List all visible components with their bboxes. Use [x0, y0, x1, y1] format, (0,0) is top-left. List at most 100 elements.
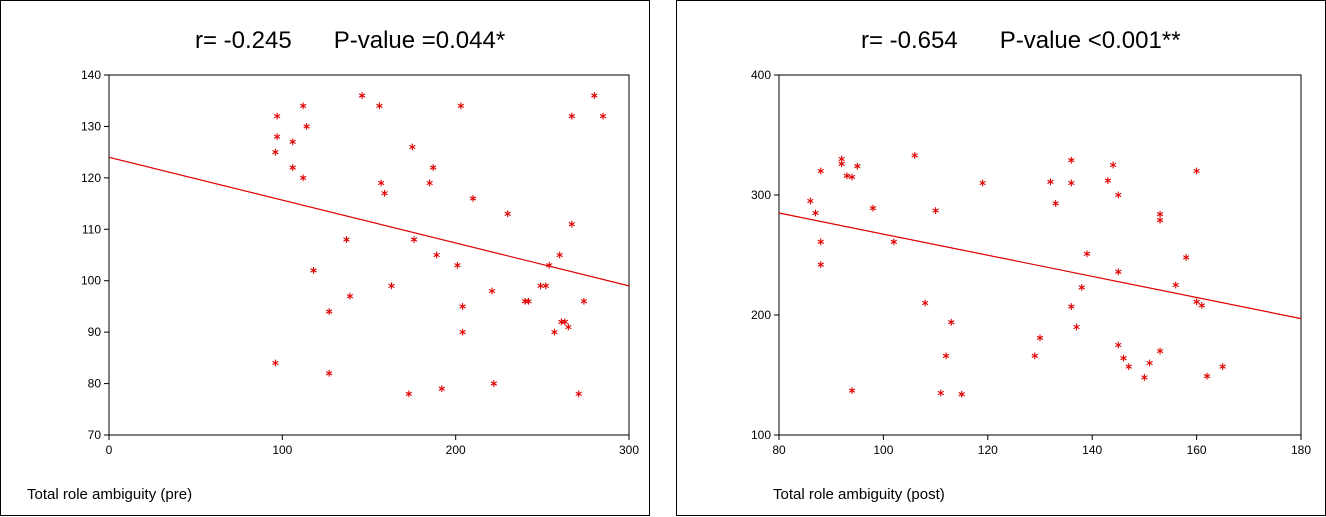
data-point: [1146, 359, 1153, 367]
data-point: [1068, 156, 1075, 164]
y-tick-label: 100: [751, 428, 771, 442]
data-point: [346, 292, 354, 300]
data-point: [817, 261, 824, 268]
chart-title: r= -0.245 P-value =0.044*: [195, 27, 505, 55]
data-point: [405, 390, 413, 398]
data-point: [1036, 334, 1044, 342]
y-tick-label: 200: [751, 308, 771, 322]
data-point: [568, 220, 576, 228]
data-point: [937, 389, 945, 397]
data-point: [1031, 352, 1038, 360]
data-point: [817, 238, 824, 246]
x-tick-label: 80: [772, 443, 786, 457]
data-point: [1068, 303, 1075, 310]
data-point: [932, 207, 939, 214]
data-point: [1068, 179, 1075, 187]
data-point: [410, 236, 418, 243]
data-point: [1156, 216, 1164, 224]
data-point: [942, 352, 950, 360]
data-point: [591, 92, 598, 99]
data-point: [273, 112, 281, 120]
data-point: [1104, 177, 1112, 184]
data-point: [376, 102, 383, 110]
scatter-plot-pre: 0 100 200 300 70 80 90 100 110 120 130 140: [81, 68, 639, 457]
data-point: [1125, 363, 1132, 370]
data-point: [1109, 161, 1117, 169]
data-point: [488, 287, 496, 295]
y-tick-label: 300: [751, 188, 771, 202]
x-tick-label: 300: [619, 443, 639, 457]
x-tick-label: 100: [873, 443, 893, 457]
data-point: [459, 303, 466, 310]
correlation-r: r= -0.654: [861, 27, 958, 54]
data-point: [838, 160, 845, 168]
data-point: [454, 261, 461, 269]
data-point: [289, 138, 296, 146]
data-point: [568, 112, 576, 120]
data-point: [1115, 191, 1122, 199]
y-tick-label: 70: [88, 428, 102, 442]
data-point: [1156, 210, 1164, 218]
data-point: [310, 267, 317, 274]
data-point: [958, 390, 965, 398]
y-tick-label: 110: [82, 222, 101, 236]
y-tick-label: 400: [751, 68, 771, 82]
data-point: [561, 318, 569, 326]
data-point: [546, 261, 553, 269]
data-point: [1172, 281, 1179, 289]
data-point: [343, 236, 350, 243]
data-point: [911, 152, 918, 159]
data-point: [358, 92, 366, 99]
data-point: [807, 197, 814, 205]
data-point: [525, 297, 532, 305]
data-point: [1083, 250, 1091, 258]
data-point: [890, 238, 898, 246]
data-point: [812, 209, 819, 217]
y-tick-label: 90: [88, 325, 102, 339]
data-point: [575, 390, 582, 398]
data-point: [1115, 341, 1122, 349]
data-point: [409, 143, 416, 151]
data-point: [1219, 363, 1226, 370]
data-point: [1182, 254, 1190, 261]
x-tick-label: 180: [1291, 443, 1311, 457]
x-tick-label: 200: [446, 443, 466, 457]
data-point: [848, 173, 856, 181]
data-point: [1078, 284, 1085, 291]
data-point: [438, 385, 446, 393]
data-point: [948, 318, 955, 326]
data-point: [848, 387, 856, 394]
correlation-r: r= -0.245: [195, 27, 292, 54]
data-point: [1193, 298, 1200, 306]
data-point: [599, 112, 607, 120]
data-point: [1141, 374, 1148, 381]
data-point: [521, 297, 529, 305]
data-point: [388, 282, 395, 290]
data-point: [490, 380, 498, 387]
data-point: [556, 251, 563, 259]
y-tick-label: 80: [88, 377, 102, 391]
x-tick-label: 160: [1187, 443, 1207, 457]
data-point: [854, 162, 861, 170]
x-axis-label: Total role ambiguity (pre): [27, 486, 193, 503]
data-point: [843, 172, 851, 180]
regression-line: [108, 156, 630, 287]
data-point: [289, 164, 296, 171]
y-tick-label: 120: [81, 171, 101, 185]
data-point: [1120, 354, 1127, 362]
p-value: P-value <0.001**: [999, 27, 1181, 54]
plot-frame: [108, 74, 630, 436]
data-point: [381, 189, 388, 197]
data-point: [921, 299, 929, 307]
data-point: [979, 179, 986, 187]
data-point: [429, 164, 437, 171]
data-point: [457, 102, 465, 110]
data-point: [272, 359, 279, 367]
data-point: [1203, 372, 1211, 380]
plot-frame: [778, 74, 1302, 436]
x-tick-label: 120: [978, 443, 998, 457]
data-point: [299, 102, 307, 110]
chart-title: r= -0.654 P-value <0.001**: [861, 27, 1181, 55]
data-point: [504, 210, 511, 218]
